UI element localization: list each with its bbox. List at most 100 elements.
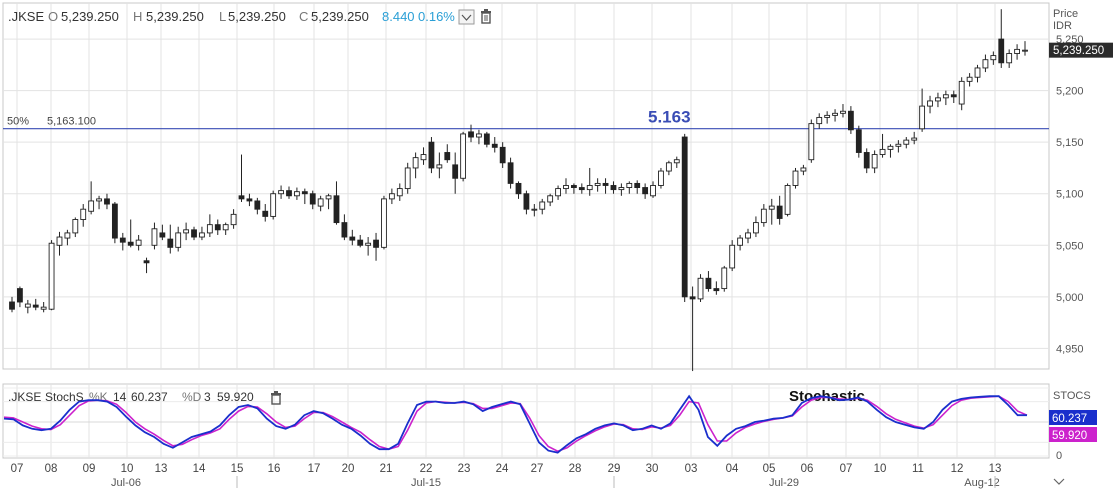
candle-down [357,239,364,246]
x-tick-label: 11 [912,463,924,475]
candle-up [381,198,387,248]
close-label: C [299,9,308,24]
x-tick-label: 07 [840,463,853,475]
stoch-axis-title: STOCS [1053,390,1091,402]
candle-up [1006,53,1013,64]
candle-up [206,224,213,234]
chevron-down-icon[interactable] [458,9,475,25]
stoch-name: StochS [45,390,84,404]
price-panel-frame [2,2,1050,370]
candle-down [341,222,348,238]
candle-down [847,110,854,131]
candle-up [1022,49,1028,52]
candle-up [56,236,63,246]
candle-up [919,105,926,130]
x-tick-label: 06 [801,463,814,475]
x-tick-label: 17 [308,463,321,475]
candle-up [745,232,751,239]
candle-up [729,244,736,269]
candle-up [436,164,443,169]
fib-callout-label: 5.163 [648,108,691,127]
candle-up [800,167,807,172]
candle-up [594,182,601,186]
candle-up [784,185,791,215]
candle-up [982,59,989,69]
candle-up [586,185,593,191]
high-label: H [133,9,142,24]
candle-down [610,185,617,191]
candle-up [958,80,965,105]
stoch-d-tag: 59.920 [1049,427,1097,442]
x-tick-label: 07 [11,463,24,475]
candle-up [325,195,332,200]
candle-down [602,182,609,186]
candle-up [531,208,538,211]
candle-down [254,200,261,210]
candle-up [388,193,395,200]
candle-up [871,154,878,169]
candle-down [444,152,451,161]
candle-up [88,200,95,212]
candle-down [950,94,957,98]
stoch-symbol: .JKSE [8,390,41,404]
x-tick-label: 15 [231,463,244,475]
x-tick-label: 04 [726,463,739,475]
candle-up [911,137,918,141]
stoch-d-period: 3 [204,390,211,404]
candle-up [824,114,831,118]
candle-down [191,229,197,238]
x-tick-label: 20 [342,463,355,475]
candle-down [499,146,506,164]
candle-down [104,198,110,205]
stoch-k-value: 60.237 [131,390,168,404]
candle-up [760,208,767,224]
fib-percent-label: 50% [7,116,29,128]
candle-down [159,232,166,238]
candle-up [650,185,656,197]
candle-up [792,170,799,186]
candle-up [64,232,71,239]
candle-down [491,143,498,148]
candle-down [855,129,862,153]
candle-down [578,187,585,191]
candle-down [570,185,577,188]
scroll-down-icon[interactable] [1053,478,1065,485]
open-label: O [48,9,58,24]
candle-down [373,239,379,248]
x-tick-label: 28 [569,463,582,475]
price-tick-label: 5,050 [1056,240,1084,252]
price-tick-label: 4,950 [1056,343,1084,355]
x-tick-label: 05 [763,463,776,475]
trash-icon[interactable] [481,9,491,24]
candle-up [673,159,680,164]
x-tick-label: 08 [45,463,58,475]
candle-down [863,152,870,169]
x-tick-label: 24 [496,463,509,475]
candle-up [1014,48,1020,54]
candle-up [658,170,664,186]
candle-up [927,100,933,107]
x-month-label: Jul-06 [111,477,141,489]
candle-up [420,154,427,161]
x-axis: 07 08 09 10 13 14 15 16 17 20 21 22 23 24 27 28 29 30 03 04… [11,463,1002,489]
candle-up [895,143,902,147]
open-value: 5,239.250 [61,9,119,24]
x-tick-label: 21 [380,463,393,475]
stoch-k-tag-value: 60.237 [1052,413,1087,425]
candle-up [199,232,205,238]
stoch-k-period: 14 [113,390,127,404]
stoch-d-value: 59.920 [217,390,254,404]
candle-up [840,110,846,114]
x-month-label: Jul-15 [411,477,441,489]
candle-down [111,203,118,239]
candle-up [547,195,554,203]
candle-down [143,260,150,264]
candle-up [974,67,981,78]
stoch-d-tag-value: 59.920 [1052,430,1087,442]
stoch-trash-icon[interactable] [271,391,281,405]
candle-up [317,198,324,207]
stoch-k-tag: 60.237 [1049,410,1097,425]
candle-up [183,229,190,234]
candle-down [507,162,514,184]
